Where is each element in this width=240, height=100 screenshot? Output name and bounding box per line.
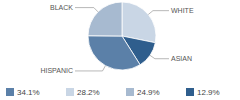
leader-line	[148, 11, 169, 15]
legend-label: 34.1%	[17, 88, 40, 97]
chart: WHITE ASIAN HISPANIC BLACK 34.1% 28.2% 24.9% 12…	[0, 0, 240, 100]
legend-label: 24.9%	[137, 88, 160, 97]
pie-slice	[88, 2, 122, 36]
legend-label: 28.2%	[77, 88, 100, 97]
legend-swatch	[186, 88, 194, 96]
slice-label: HISPANIC	[40, 67, 73, 74]
leader-line	[75, 66, 105, 71]
slice-label: ASIAN	[171, 55, 192, 62]
leader-line	[150, 55, 169, 58]
slice-label: WHITE	[171, 7, 194, 14]
slice-label: BLACK	[50, 4, 73, 11]
leader-line	[75, 8, 98, 12]
slice-labels: WHITE ASIAN HISPANIC BLACK	[40, 4, 193, 74]
pie	[88, 2, 156, 70]
legend: 34.1% 28.2% 24.9% 12.9%	[6, 88, 220, 97]
legend-label: 12.9%	[197, 88, 220, 97]
legend-swatch	[66, 88, 74, 96]
pie-slice	[88, 36, 140, 70]
pie-slice	[122, 2, 156, 43]
legend-swatch	[126, 88, 134, 96]
legend-swatch	[6, 88, 14, 96]
